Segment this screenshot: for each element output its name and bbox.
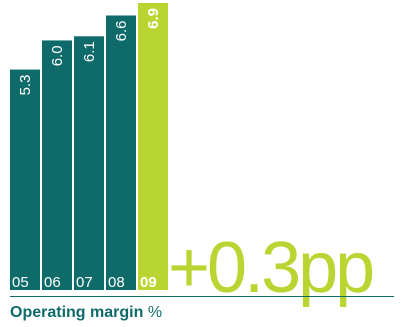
value-label-08: 6.6	[113, 20, 130, 41]
category-label-07: 07	[76, 274, 93, 291]
value-label-09: 6.9	[145, 8, 162, 29]
chart-baseline	[10, 296, 394, 297]
bar-08	[106, 15, 136, 290]
category-label-09: 09	[140, 274, 157, 291]
chart-title: Operating margin %	[10, 304, 162, 322]
category-label-06: 06	[44, 274, 61, 291]
value-label-07: 6.1	[81, 41, 98, 62]
value-label-06: 6.0	[49, 45, 66, 66]
bar-05	[10, 69, 40, 291]
category-label-05: 05	[12, 274, 29, 291]
chart-title-unit: %	[147, 304, 163, 321]
category-label-08: 08	[108, 274, 125, 291]
value-label-05: 5.3	[17, 75, 34, 96]
bar-09	[138, 3, 168, 290]
chart-title-text: Operating margin	[10, 304, 144, 321]
headline-change: +0.3pp	[168, 228, 375, 308]
bar-07	[74, 36, 104, 291]
bar-06	[42, 40, 72, 290]
